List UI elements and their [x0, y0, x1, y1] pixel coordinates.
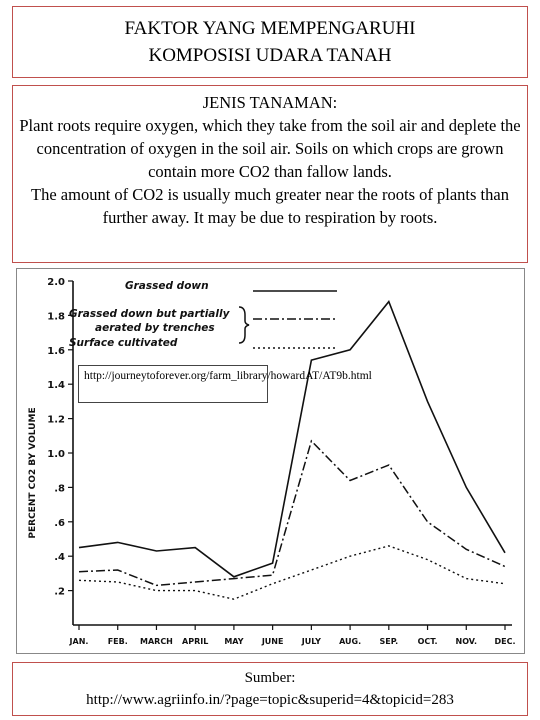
legend-label-1: Grassed down [125, 280, 209, 292]
y-tick-label: 1.0 [47, 449, 65, 460]
title-box: FAKTOR YANG MEMPENGARUHI KOMPOSISI UDARA… [12, 6, 528, 78]
chart-image: 2.0 1.8 1.6 1.4 1.2 1.0 .8 .6 .4 .2 JAN. FEB. MARCH A… [16, 268, 525, 654]
description-heading: JENIS TANAMAN: [202, 93, 338, 112]
slide-title-line1: FAKTOR YANG MEMPENGARUHI [124, 18, 416, 39]
x-tick-label: JULY [301, 637, 321, 646]
description-box: JENIS TANAMAN: Plant roots require oxyge… [12, 85, 528, 263]
x-tick-label: JAN. [69, 637, 89, 646]
source-box: Sumber: http://www.agriinfo.in/?page=top… [12, 662, 528, 716]
x-tick-label: AUG. [339, 637, 361, 646]
x-tick-label: JUNE [261, 637, 284, 646]
y-tick-label: .6 [54, 518, 65, 529]
chart-url-label: http://journeytoforever.org/farm_library… [78, 365, 372, 403]
co2-line-chart: 2.0 1.8 1.6 1.4 1.2 1.0 .8 .6 .4 .2 JAN. FEB. MARCH A… [28, 277, 516, 646]
series-line-3 [78, 545, 506, 600]
x-tick-label: MAY [224, 637, 243, 646]
y-tick-label: 1.2 [47, 415, 65, 426]
x-tick-label: SEP. [379, 637, 398, 646]
y-tick-label: .2 [54, 587, 65, 598]
description-paragraph-1: Plant roots require oxygen, which they t… [19, 116, 521, 181]
y-tick-label: .8 [54, 483, 65, 494]
source-label: Sumber: [244, 670, 296, 686]
legend-label-2: Grassed down but partially [69, 308, 231, 320]
description-paragraph-2: The amount of CO2 is usually much greate… [31, 185, 509, 227]
series-line-1 [78, 300, 506, 578]
y-tick-label: 1.4 [47, 380, 65, 391]
y-tick-label: 2.0 [47, 277, 65, 288]
y-tick-label: 1.6 [47, 346, 65, 357]
x-tick-label: DEC. [494, 637, 515, 646]
y-axis-label: PERCENT CO2 BY VOLUME [28, 407, 38, 538]
x-tick-label: NOV. [456, 637, 477, 646]
x-tick-label: OCT. [418, 637, 438, 646]
x-tick-label: FEB. [108, 637, 128, 646]
y-tick-label: .4 [54, 552, 65, 563]
legend-label-2-continued: aerated by trenches [95, 322, 215, 334]
source-url: http://www.agriinfo.in/?page=topic&super… [86, 692, 454, 708]
x-tick-label: APRIL [182, 637, 208, 646]
slide-title-line2: KOMPOSISI UDARA TANAH [148, 45, 392, 66]
legend-brace [238, 306, 250, 344]
x-tick-label: MARCH [140, 637, 173, 646]
series-line-2 [78, 439, 506, 587]
y-tick-label: 1.8 [47, 311, 65, 322]
legend-label-3: Surface cultivated [69, 337, 178, 349]
